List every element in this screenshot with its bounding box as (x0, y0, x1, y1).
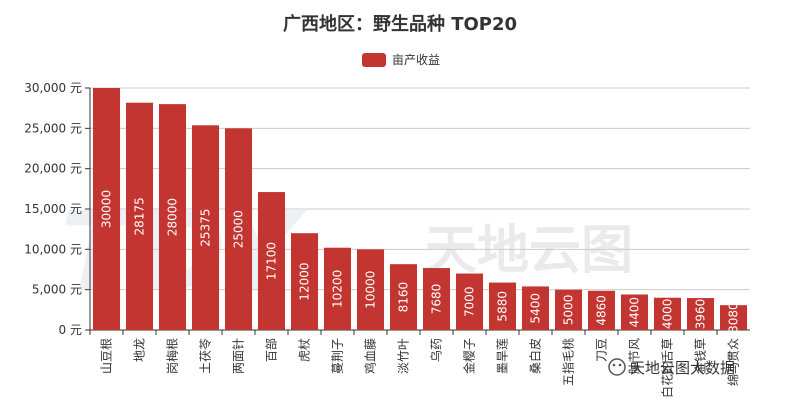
bar-value-label: 7000 (463, 286, 477, 317)
bar-value-label: 17100 (265, 242, 279, 280)
bar-value-label: 3960 (694, 299, 708, 330)
y-tick-label: 30,000 元 (24, 81, 82, 95)
wechat-icon-dot (618, 363, 622, 367)
y-tick-label: 20,000 元 (24, 162, 82, 176)
x-tick-label: 鸡血藤 (363, 338, 378, 374)
x-tick-label: 肿节风 (627, 338, 642, 374)
y-axis: 0 元 5,000 元 10,000 元 15,000 元 20,000 元 25,000… (24, 81, 91, 337)
bar[interactable] (92, 88, 121, 330)
x-tick-label: 蔓荆子 (331, 338, 345, 374)
x-tick-label: 乌药 (429, 338, 444, 362)
y-tick-label: 15,000 元 (24, 202, 82, 216)
bar-value-label: 4860 (595, 295, 609, 326)
bars (92, 88, 748, 330)
bar[interactable] (455, 273, 484, 330)
x-tick-label: 刀豆 (595, 338, 609, 362)
bar-value-label: 8160 (397, 282, 411, 313)
bar[interactable] (488, 282, 517, 330)
x-tick-label: 淡竹叶 (397, 338, 411, 374)
bar-value-label: 4400 (628, 297, 642, 328)
bar[interactable] (290, 233, 319, 330)
x-tick-label: 金樱子 (462, 338, 477, 374)
legend[interactable]: 亩产收益 (362, 52, 440, 67)
x-tick-label: 五指毛桃 (561, 338, 576, 386)
y-tick-label: 10,000 元 (24, 242, 82, 256)
x-tick-label: 绵马贯众 (727, 338, 741, 386)
bar[interactable] (191, 125, 220, 330)
y-tick-label: 0 元 (59, 323, 82, 337)
bar-value-label: 4000 (661, 299, 675, 330)
x-tick-label: 白花蛇舌草 (660, 338, 675, 398)
bar-value-label: 10000 (364, 271, 378, 309)
x-axis: 山豆根 地龙 岗梅根 土茯苓 两面针 百部 虎杖 蔓荆子 鸡血藤 淡竹叶 乌药 金樱子 墨旱莲 桑白皮 五指… (89, 330, 741, 398)
x-tick-label: 岗梅根 (165, 338, 180, 374)
bar[interactable] (323, 247, 352, 330)
legend-swatch[interactable] (362, 53, 386, 67)
bar-value-label: 10200 (331, 270, 345, 308)
y-tick-label: 5,000 元 (32, 283, 82, 297)
bar-value-label: 25375 (199, 209, 213, 247)
bar[interactable] (653, 297, 682, 330)
bar-value-label: 5880 (496, 291, 510, 322)
footer-brand: 天地云图大数据 (608, 358, 735, 377)
bar-value-label: 12000 (298, 263, 312, 301)
y-tick-label: 25,000 元 (24, 121, 82, 135)
bar[interactable] (554, 289, 583, 330)
legend-label[interactable]: 亩产收益 (392, 52, 440, 67)
x-tick-label: 金钱草 (693, 338, 708, 374)
bar[interactable] (422, 268, 451, 330)
x-tick-label: 地龙 (133, 338, 147, 362)
bar[interactable] (686, 298, 715, 330)
bar-value-label: 28175 (133, 197, 147, 235)
x-tick-label: 土茯苓 (199, 338, 213, 374)
bar[interactable] (620, 294, 649, 330)
bar[interactable] (224, 128, 253, 330)
x-tick-label: 百部 (264, 338, 279, 362)
chart-title: 广西地区：野生品种 TOP20 (283, 13, 517, 35)
bar-value-label: 3080 (727, 302, 741, 333)
bar-value-label: 5000 (562, 295, 576, 326)
bar[interactable] (389, 264, 418, 330)
bar[interactable] (257, 192, 286, 330)
bar[interactable] (158, 104, 187, 330)
x-tick-label: 虎杖 (297, 338, 312, 362)
bar-value-label: 7680 (430, 284, 444, 315)
watermark-text: 天地云图 (425, 221, 633, 281)
bar-value-label: 28000 (166, 198, 180, 236)
x-tick-label: 两面针 (231, 338, 246, 374)
wechat-icon (608, 358, 626, 376)
footer-text: 天地云图大数据 (630, 359, 735, 377)
wechat-icon-dot (612, 363, 616, 367)
bar[interactable] (587, 290, 616, 330)
bar-value-label: 5400 (529, 293, 543, 324)
bar-value-labels: 30000 28175 28000 25375 25000 17100 12000 10200… (100, 190, 741, 333)
x-tick-label: 桑白皮 (528, 338, 543, 374)
bar[interactable] (356, 249, 385, 330)
x-tick-label: 墨旱莲 (496, 338, 510, 374)
bar-value-label: 30000 (100, 190, 114, 228)
bar[interactable] (521, 286, 550, 330)
bar-value-label: 25000 (232, 210, 246, 248)
bar[interactable] (719, 305, 748, 330)
bar[interactable] (125, 102, 154, 330)
x-tick-label: 山豆根 (100, 338, 114, 374)
